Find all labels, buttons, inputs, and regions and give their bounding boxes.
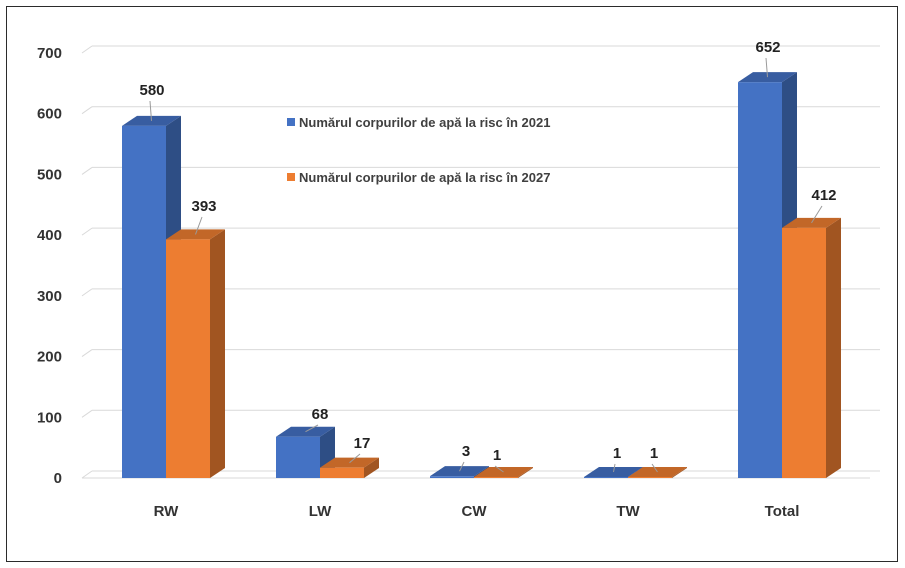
data-label: 1: [493, 447, 501, 464]
x-category-label: CW: [462, 503, 488, 520]
y-tick-label: 200: [37, 349, 62, 366]
bar-front: [738, 82, 782, 479]
legend-swatch: [287, 173, 295, 181]
data-label-leader: [149, 100, 152, 121]
data-label-leader: [651, 463, 658, 473]
data-label-leader: [349, 453, 361, 464]
data-label-leader: [811, 205, 823, 224]
data-label: 1: [613, 445, 621, 462]
data-label-leader: [195, 216, 203, 235]
bar-side: [672, 467, 687, 478]
gridline-depth: [81, 45, 93, 54]
bar-side: [826, 217, 841, 478]
y-tick-label: 100: [37, 409, 62, 426]
x-category-label: TW: [616, 503, 640, 520]
data-label: 393: [191, 198, 216, 215]
y-tick-label: 0: [54, 470, 62, 487]
gridline-depth: [81, 409, 93, 418]
legend-swatch: [287, 118, 295, 126]
data-label: 1: [650, 445, 658, 462]
data-label: 3: [462, 443, 470, 460]
gridline-depth: [81, 288, 93, 297]
bar-front: [276, 436, 320, 478]
bar-front: [474, 477, 518, 478]
y-tick-label: 400: [37, 227, 62, 244]
data-label: 580: [139, 82, 164, 99]
data-label-leader: [494, 465, 504, 473]
y-tick-label: 300: [37, 288, 62, 305]
bar-side: [210, 229, 225, 478]
x-category-label: LW: [309, 503, 332, 520]
data-label: 17: [354, 435, 371, 452]
legend-entry: Numărul corpurilor de apă la risc în 202…: [299, 115, 550, 130]
y-tick-label: 700: [37, 45, 62, 62]
gridline-depth: [81, 167, 93, 175]
bar-front: [320, 467, 364, 478]
bar-front: [628, 477, 672, 478]
bar-front: [122, 125, 166, 478]
data-label: 412: [811, 187, 836, 204]
x-category-label: Total: [765, 503, 800, 520]
y-tick-label: 600: [37, 106, 62, 123]
bar-front: [166, 239, 210, 478]
data-label-leader: [613, 463, 616, 473]
gridline-depth: [81, 227, 93, 236]
data-label-leader: [765, 57, 768, 78]
data-label-leader: [459, 461, 465, 472]
bar-side: [518, 467, 533, 478]
bar-front: [782, 227, 826, 478]
gridline-depth: [81, 470, 93, 479]
gridline-depth: [81, 106, 93, 115]
y-tick-label: 500: [37, 166, 62, 183]
bar-front: [584, 477, 628, 478]
legend-entry: Numărul corpurilor de apă la risc în 202…: [299, 170, 550, 185]
x-category-label: RW: [154, 503, 180, 520]
bar-2027-total: [782, 217, 841, 478]
bar-front: [430, 476, 474, 478]
bar-side: [364, 457, 379, 478]
data-label: 68: [312, 406, 329, 423]
data-label: 652: [755, 39, 780, 56]
gridline-depth: [81, 349, 93, 357]
bar-2027-rw: [166, 229, 225, 478]
data-label-leader: [305, 424, 319, 433]
